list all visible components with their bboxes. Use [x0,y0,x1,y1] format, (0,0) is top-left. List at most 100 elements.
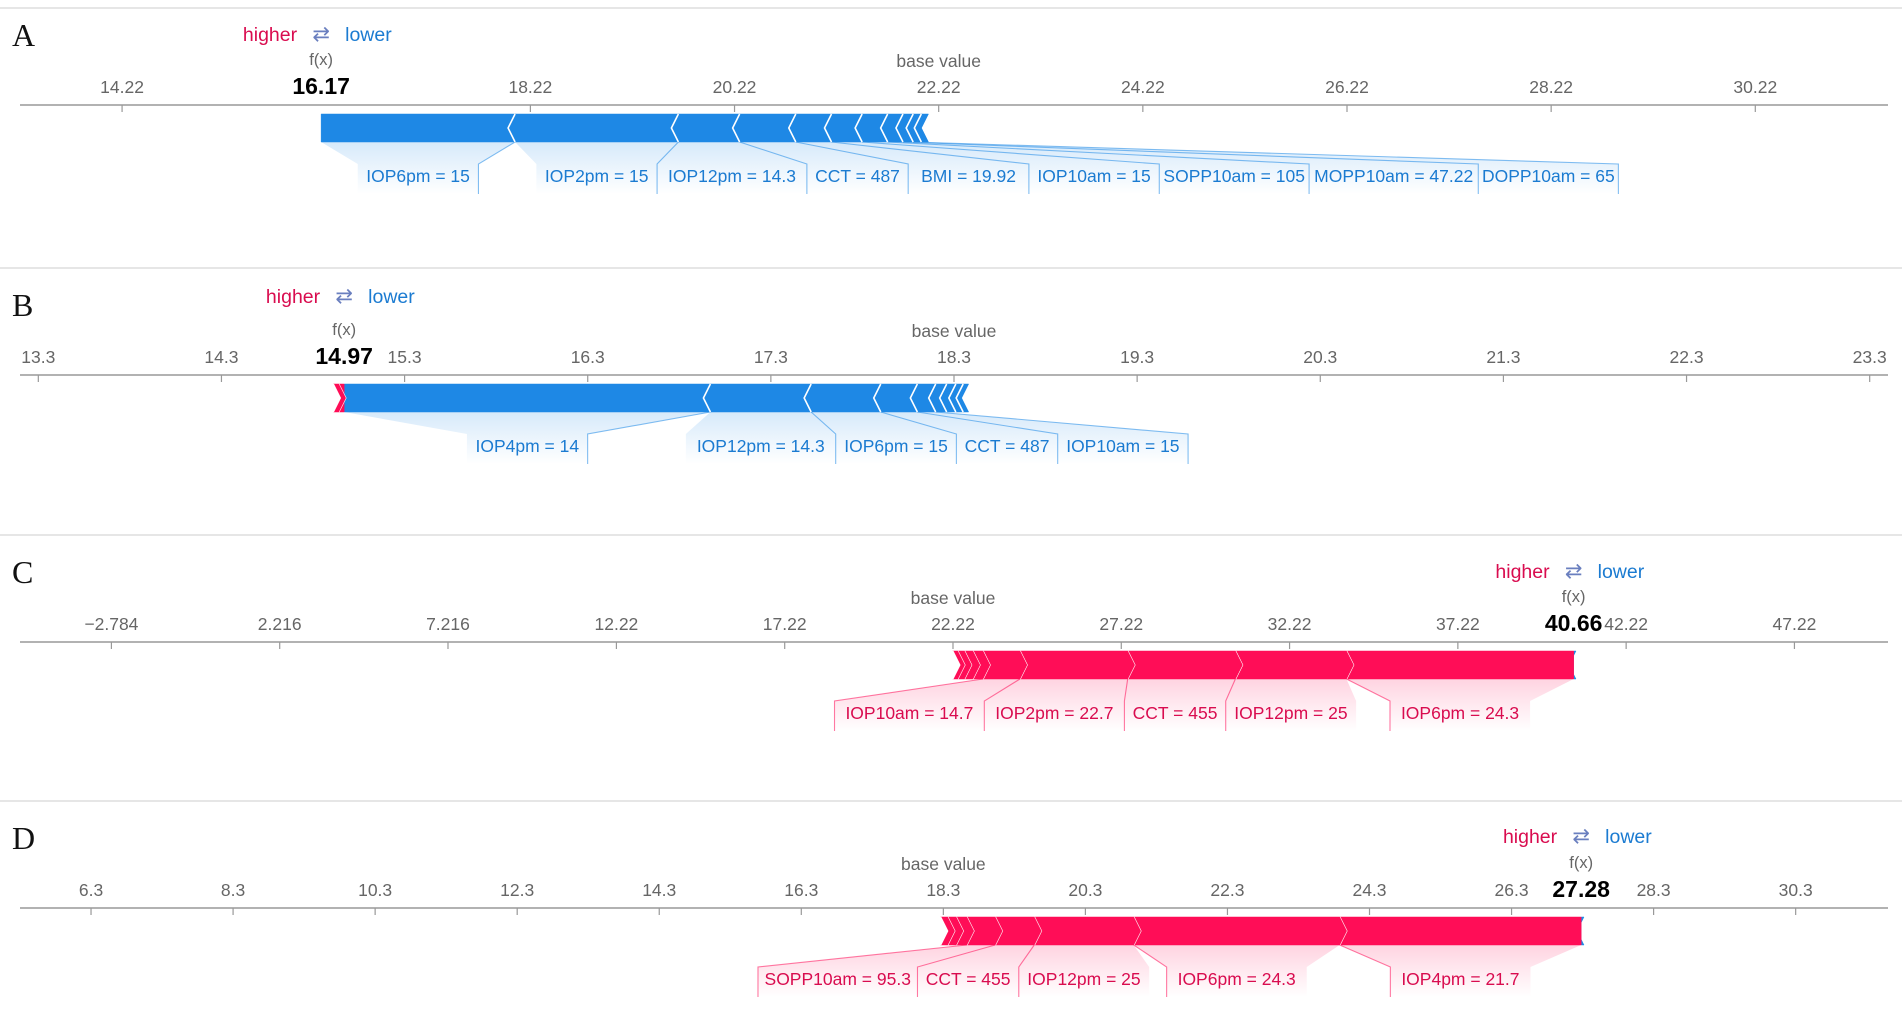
x-tick-label: 22.22 [917,77,961,97]
x-tick-label: −2.784 [84,614,138,634]
x-tick-label: 30.22 [1733,77,1777,97]
label-connector [739,141,808,194]
fx-value: 14.97 [315,343,373,369]
x-tick-label: 27.22 [1099,614,1143,634]
legend-higher: higher [243,24,298,46]
base-value-label: base value [901,854,986,874]
feature-label: IOP12pm = 25 [1234,703,1347,723]
feature-label: CCT = 487 [965,436,1050,456]
feature-label: IOP6pm = 24.3 [1401,703,1519,723]
feature-label: IOP6pm = 15 [844,436,948,456]
x-tick-label: 23.3 [1853,347,1887,367]
label-fan [1339,945,1582,997]
label-fan [984,679,1128,731]
x-tick-label: 16.3 [571,347,605,367]
panel-d: D 6.3 8.3 10.3 12.3 14.3 16.3 18.3 20.3 22.3 24.3 2… [12,820,1888,997]
base-value-label: base value [911,588,996,608]
label-fan [344,412,711,464]
panel-letter: C [12,554,33,590]
legend-arrows-icon: ⇄ [1572,825,1590,848]
x-tick-label: 8.3 [221,880,245,900]
fx-label: f(x) [332,321,356,339]
fx-value: 27.28 [1552,876,1610,902]
label-connector [1133,944,1168,997]
panel-c: C −2.784 2.216 7.216 12.22 17.22 22.22 27.22 32.… [12,554,1888,731]
x-tick-label: 13.3 [21,347,55,367]
chevron-divider [939,916,949,946]
panel-b: B 13.3 14.3 15.3 16.3 17.3 18.3 19.3 20.3 21.3 22.… [12,285,1888,464]
chevron-divider [905,113,914,143]
label-connector [833,678,984,731]
x-tick-label: 37.22 [1436,614,1480,634]
x-tick-label: 18.3 [937,347,971,367]
feature-label: SOPP10am = 105 [1163,166,1305,186]
x-tick-label: 22.3 [1210,880,1244,900]
x-tick-label: 28.22 [1529,77,1573,97]
feature-label: IOP2pm = 22.7 [995,703,1113,723]
chevron-divider [332,383,342,413]
panel-letter: D [12,820,35,856]
x-tick-label: 30.3 [1779,880,1813,900]
label-fan [1124,679,1236,731]
label-fan [757,945,996,997]
feature-label: IOP12pm = 25 [1027,969,1140,989]
legend-higher: higher [1503,826,1558,848]
x-tick-label: 17.3 [754,347,788,367]
chevron-divider [938,383,948,413]
label-connector [795,141,909,194]
shap-bar-positive [1346,650,1574,680]
label-fan [515,142,679,194]
label-connector [1018,944,1035,997]
chevron-divider [909,383,919,413]
x-tick-label: 18.22 [508,77,552,97]
x-tick-label: 42.22 [1604,614,1648,634]
label-connector [587,411,711,464]
label-connector [902,141,1479,194]
x-tick-label: 20.22 [713,77,757,97]
shap-bar-negative [671,113,741,143]
chevron-divider [670,113,680,143]
legend-lower: lower [1598,561,1645,583]
chevron-divider [803,383,812,413]
shap-bar-negative [320,113,516,143]
label-connector [1339,944,1391,997]
feature-label: SOPP10am = 95.3 [765,969,911,989]
label-connector [862,141,1160,194]
x-tick-label: 47.22 [1773,614,1817,634]
chevron-divider [507,113,516,143]
label-connector [810,411,837,464]
label-fan [321,142,516,194]
feature-label: IOP10am = 14.7 [845,703,973,723]
shap-bar-negative [703,383,812,413]
shap-bar-positive [1127,650,1243,680]
legend-higher: higher [266,286,321,308]
x-tick-label: 24.22 [1121,77,1165,97]
x-tick-label: 20.3 [1303,347,1337,367]
feature-label: IOP10am = 15 [1037,166,1150,186]
shap-bar-negative [507,113,679,143]
feature-label: CCT = 455 [926,969,1011,989]
fx-label: f(x) [1569,854,1593,872]
fx-label: f(x) [1562,588,1586,606]
label-fan [795,142,1029,194]
feature-label: IOP6pm = 15 [366,166,470,186]
x-tick-label: 21.3 [1486,347,1520,367]
chevron-divider [731,113,741,143]
shap-bar-positive [1234,650,1354,680]
label-fan [739,142,909,194]
x-tick-label: 26.22 [1325,77,1369,97]
chevron-divider [955,383,964,413]
feature-label: IOP12pm = 14.3 [668,166,796,186]
legend-lower: lower [368,286,415,308]
legend-arrows-icon: ⇄ [312,23,330,46]
feature-label: IOP10am = 15 [1066,436,1179,456]
chevron-divider [854,113,863,143]
chevron-divider [913,113,923,143]
fx-label: f(x) [309,51,333,69]
x-tick-label: 19.3 [1120,347,1154,367]
x-tick-label: 22.3 [1670,347,1704,367]
chevron-divider [895,113,904,143]
x-tick-label: 14.22 [100,77,144,97]
